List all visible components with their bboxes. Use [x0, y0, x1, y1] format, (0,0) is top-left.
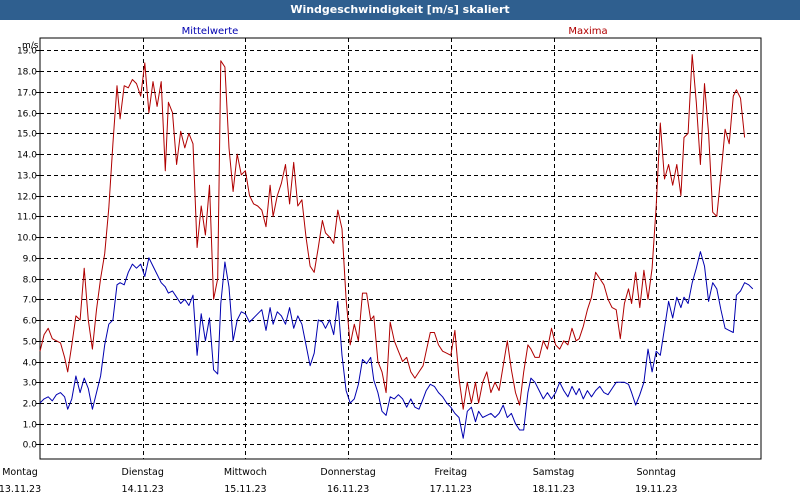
y-unit-label: m/s — [22, 41, 39, 51]
chart-background — [0, 20, 800, 500]
legend-label-mean: Mittelwerte — [182, 26, 239, 37]
y-tick-label: 2.0 — [23, 400, 38, 410]
x-day-date: 15.11.23 — [224, 484, 266, 495]
window-title: Windgeschwindigkeit [m/s] skaliert — [0, 0, 800, 20]
x-axis-day-labels: Montag 13.11.23 Dienstag 14.11.23 Mittwoch 15… — [0, 467, 677, 495]
x-day-date: 17.11.23 — [430, 484, 472, 495]
x-day-name: Samstag — [533, 467, 575, 478]
x-day-date: 18.11.23 — [532, 484, 574, 495]
y-tick-label: 16.0 — [17, 110, 37, 120]
y-tick-label: 4.0 — [23, 359, 38, 369]
series-line-mittelwerte — [39, 251, 754, 439]
x-day-name: Mittwoch — [224, 467, 267, 478]
x-day-name: Freitag — [435, 467, 468, 478]
x-day-date: 14.11.23 — [122, 484, 164, 495]
series-line-maxima — [39, 54, 746, 410]
y-tick-label: 1.0 — [23, 421, 38, 431]
y-tick-label: 12.0 — [17, 193, 37, 203]
x-day-name: Montag — [2, 467, 38, 478]
y-tick-label: 19.0 — [17, 47, 37, 57]
x-day-date: 16.11.23 — [327, 484, 369, 495]
wind-speed-chart: m/s Mittelwerte Maxima 0.0 1.0 2.0 3.0 4.0 5.… — [0, 20, 800, 500]
x-day-name: Dienstag — [122, 467, 164, 478]
y-tick-label: 14.0 — [17, 151, 37, 161]
y-tick-label: 11.0 — [17, 213, 37, 223]
y-tick-label: 7.0 — [23, 296, 38, 306]
x-day-name: Donnerstag — [320, 467, 375, 478]
series-layer — [39, 54, 754, 439]
y-tick-label: 13.0 — [17, 172, 37, 182]
x-day-date: 13.11.23 — [0, 484, 41, 495]
x-day-date: 19.11.23 — [635, 484, 677, 495]
y-tick-label: 17.0 — [17, 89, 37, 99]
y-tick-label: 5.0 — [23, 338, 38, 348]
y-tick-label: 10.0 — [17, 234, 37, 244]
y-tick-label: 8.0 — [23, 276, 38, 286]
legend-label-max: Maxima — [568, 26, 607, 37]
y-tick-label: 6.0 — [23, 317, 38, 327]
y-tick-label: 3.0 — [23, 379, 38, 389]
y-tick-label: 0.0 — [23, 441, 38, 451]
y-tick-label: 9.0 — [23, 255, 38, 265]
y-axis-ticks: 0.0 1.0 2.0 3.0 4.0 5.0 6.0 7.0 8.0 9.0 10.0 11.0 12… — [17, 47, 40, 451]
y-tick-label: 15.0 — [17, 130, 37, 140]
x-day-name: Sonntag — [637, 467, 676, 478]
plot-area-frame — [39, 37, 762, 460]
y-tick-label: 18.0 — [17, 68, 37, 78]
